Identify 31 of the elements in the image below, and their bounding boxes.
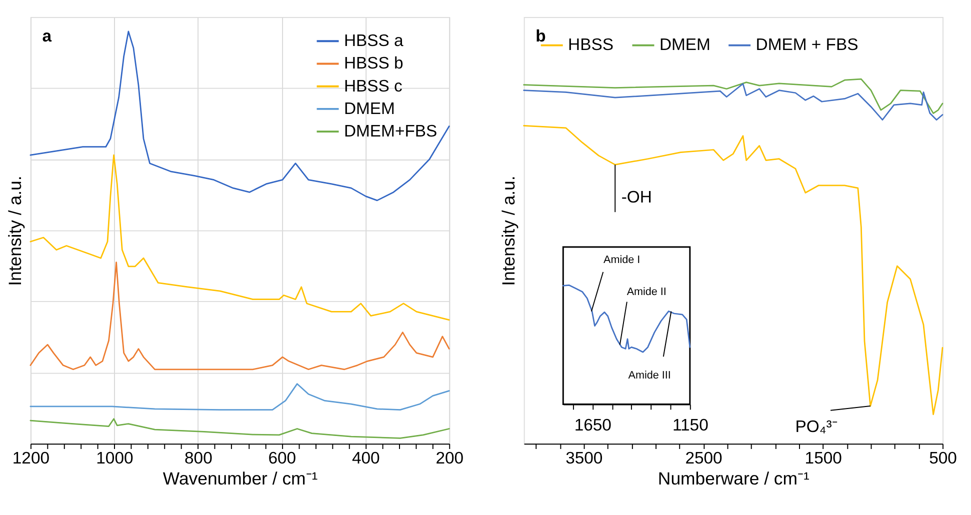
legend-label: DMEM (659, 35, 710, 54)
legend-label: DMEM + FBS (756, 35, 858, 54)
annotation: Amide I (604, 254, 640, 266)
x-tick-label: 200 (436, 448, 464, 468)
x-tick-label: 1000 (96, 448, 134, 468)
x-tick-label: 600 (268, 448, 296, 468)
legend-label: HBSS (568, 35, 614, 54)
x-axis-title: Wavenumber / cm⁻¹ (162, 468, 318, 488)
legend-label: HBSS b (344, 54, 404, 73)
x-tick-label: 3500 (566, 448, 603, 468)
chart-title: b (536, 26, 546, 46)
y-axis-title: Intensity / a.u. (5, 176, 26, 286)
x-tick-label: 1500 (804, 448, 842, 468)
legend-label: HBSS a (344, 31, 404, 50)
x-tick-label: 1150 (672, 415, 708, 434)
annotation: -OH (621, 187, 652, 206)
annotation: Amide III (628, 370, 671, 382)
chart-title: a (42, 26, 52, 46)
annotation: PO₄³⁻ (795, 417, 838, 436)
annotation: Amide II (626, 286, 666, 298)
x-tick-label: 1650 (574, 415, 612, 434)
x-axis-title: Numberware / cm⁻¹ (658, 468, 810, 488)
legend-label: DMEM (344, 98, 395, 118)
y-axis-title: Intensity / a.u. (498, 176, 518, 286)
legend-label: HBSS c (344, 76, 402, 96)
x-tick-label: 500 (929, 448, 957, 468)
x-tick-label: 400 (352, 448, 380, 468)
x-tick-label: 1200 (12, 448, 50, 468)
x-tick-label: 2500 (685, 448, 722, 468)
x-tick-label: 800 (184, 448, 212, 468)
legend-label: DMEM+FBS (344, 121, 438, 140)
